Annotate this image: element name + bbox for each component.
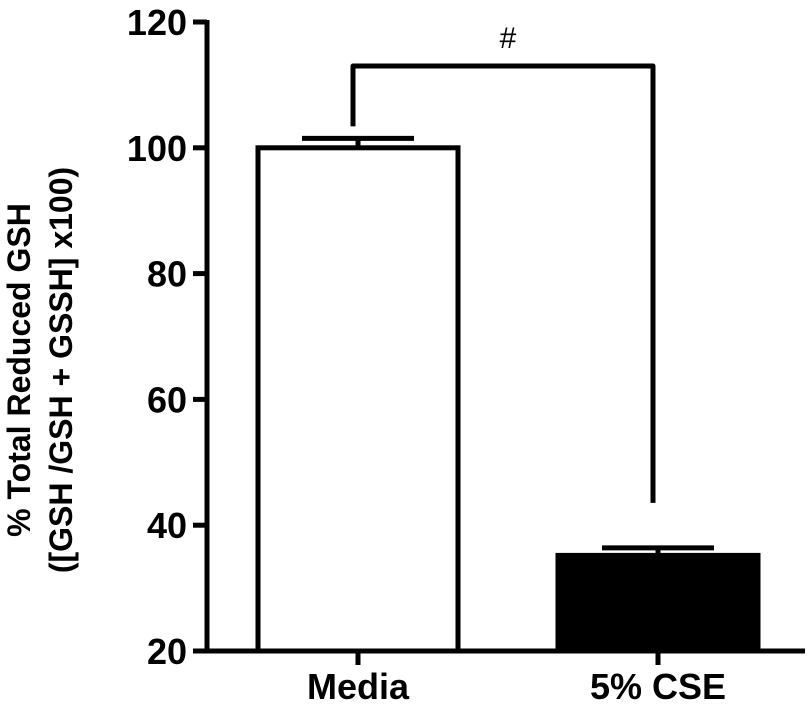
x-category-label: 5% CSE [590, 666, 726, 705]
y-tick-label: 120 [127, 2, 187, 43]
y-axis-title-line-1: % Total Reduced GSH [1, 203, 37, 537]
significance-symbol: # [500, 22, 517, 55]
significance-bracket [350, 63, 656, 503]
plot-area: 20 40 60 80 100 120 Media 5% CSE # [127, 2, 805, 707]
y-tick-label: 60 [147, 379, 187, 420]
bar-2 [555, 552, 761, 654]
y-tick-label: 20 [147, 631, 187, 672]
y-axis-title: % Total Reduced GSH ([GSH /GSH + GSSH] x… [1, 167, 79, 573]
y-axis-title-line-2: ([GSH /GSH + GSSH] x100) [43, 167, 79, 573]
y-tick-label: 100 [127, 128, 187, 169]
y-tick-label: 80 [147, 254, 187, 295]
bar-1 [255, 145, 461, 654]
y-tick-label: 40 [147, 505, 187, 546]
x-category-label: Media [307, 666, 410, 705]
